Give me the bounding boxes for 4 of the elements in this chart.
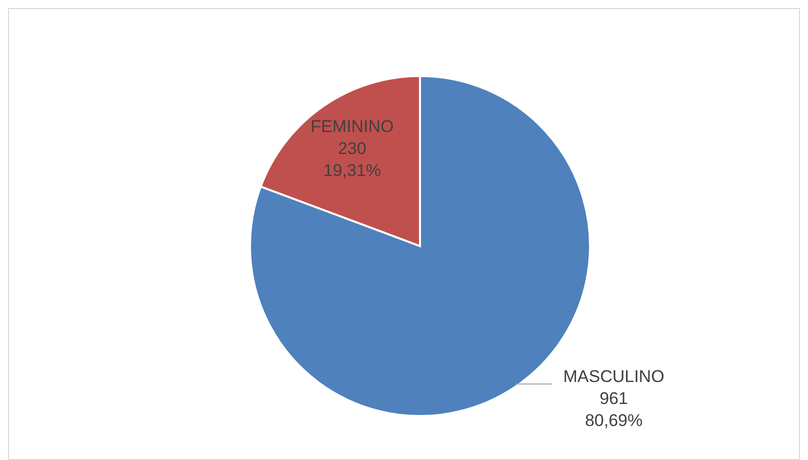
data-label: 230 19,31% <box>323 139 381 180</box>
slice-label: FEMININO <box>310 117 394 136</box>
slice-label: MASCULINO <box>563 367 664 386</box>
data-label: 961 80,69% <box>584 389 643 430</box>
